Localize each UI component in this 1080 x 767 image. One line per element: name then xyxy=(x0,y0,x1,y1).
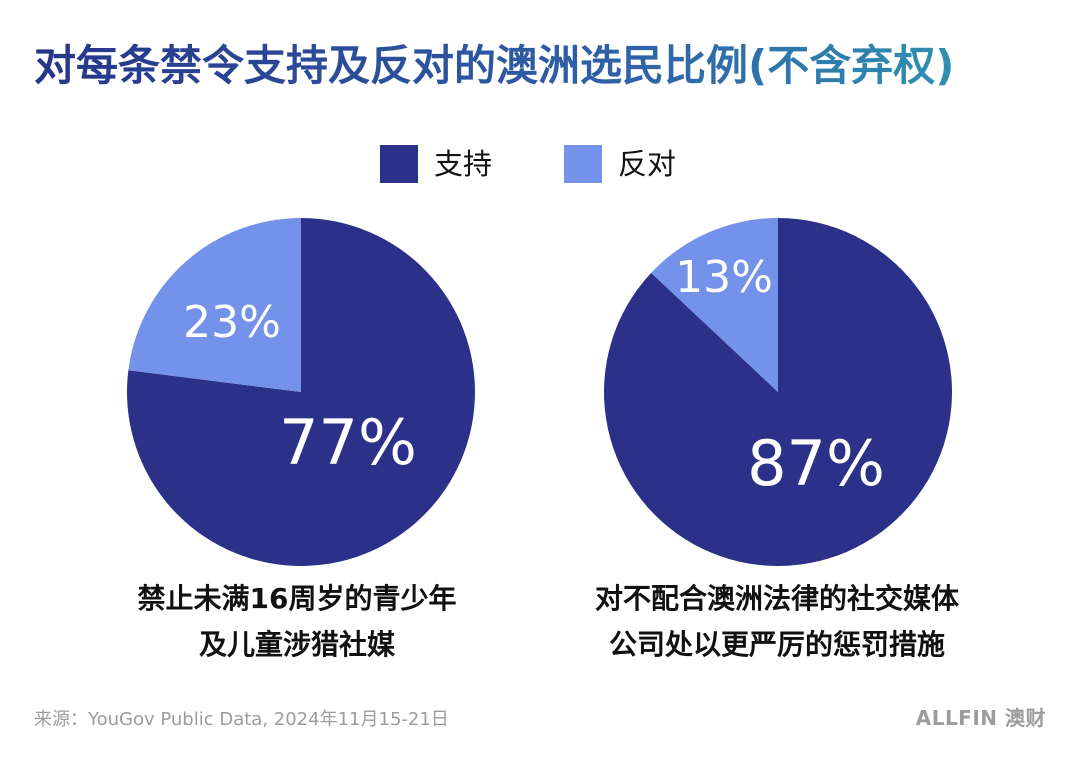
legend-label-oppose: 反对 xyxy=(618,147,677,181)
legend-swatch-oppose xyxy=(564,145,603,183)
pie-1-label-oppose: 13% xyxy=(675,252,773,303)
pie-0-slice-oppose xyxy=(128,218,301,392)
caption-left-line-1: 禁止未满16周岁的青少年 xyxy=(137,582,457,615)
pie-0-label-support: 77% xyxy=(279,406,417,479)
caption-left-line-2: 及儿童涉猎社媒 xyxy=(198,628,395,661)
pie-0-label-oppose: 23% xyxy=(183,297,281,348)
caption-right-line-2: 公司处以更严厉的惩罚措施 xyxy=(608,628,945,661)
legend-swatch-support xyxy=(380,145,418,183)
legend-label-support: 支持 xyxy=(434,147,493,181)
legend-item-oppose: 反对 xyxy=(564,142,676,186)
caption-left: 禁止未满16周岁的青少年 及儿童涉猎社媒 xyxy=(77,576,517,668)
page-title: 对每条禁令支持及反对的澳洲选民比例(不含弃权) xyxy=(34,36,1054,96)
source-note: 来源：YouGov Public Data, 2024年11月15-21日 xyxy=(34,709,449,730)
allfin-logo: ALLFIN 澳财 xyxy=(915,706,1046,730)
pie-1-slice-oppose xyxy=(651,218,778,392)
pie-0-slice-support xyxy=(127,218,476,566)
caption-right-line-1: 对不配合澳洲法律的社交媒体 xyxy=(594,582,959,615)
legend: 支持 反对 xyxy=(380,142,748,186)
caption-right: 对不配合澳洲法律的社交媒体 公司处以更严厉的惩罚措施 xyxy=(557,576,997,668)
legend-item-support: 支持 xyxy=(380,142,492,186)
pie-1-label-support: 87% xyxy=(747,427,885,500)
